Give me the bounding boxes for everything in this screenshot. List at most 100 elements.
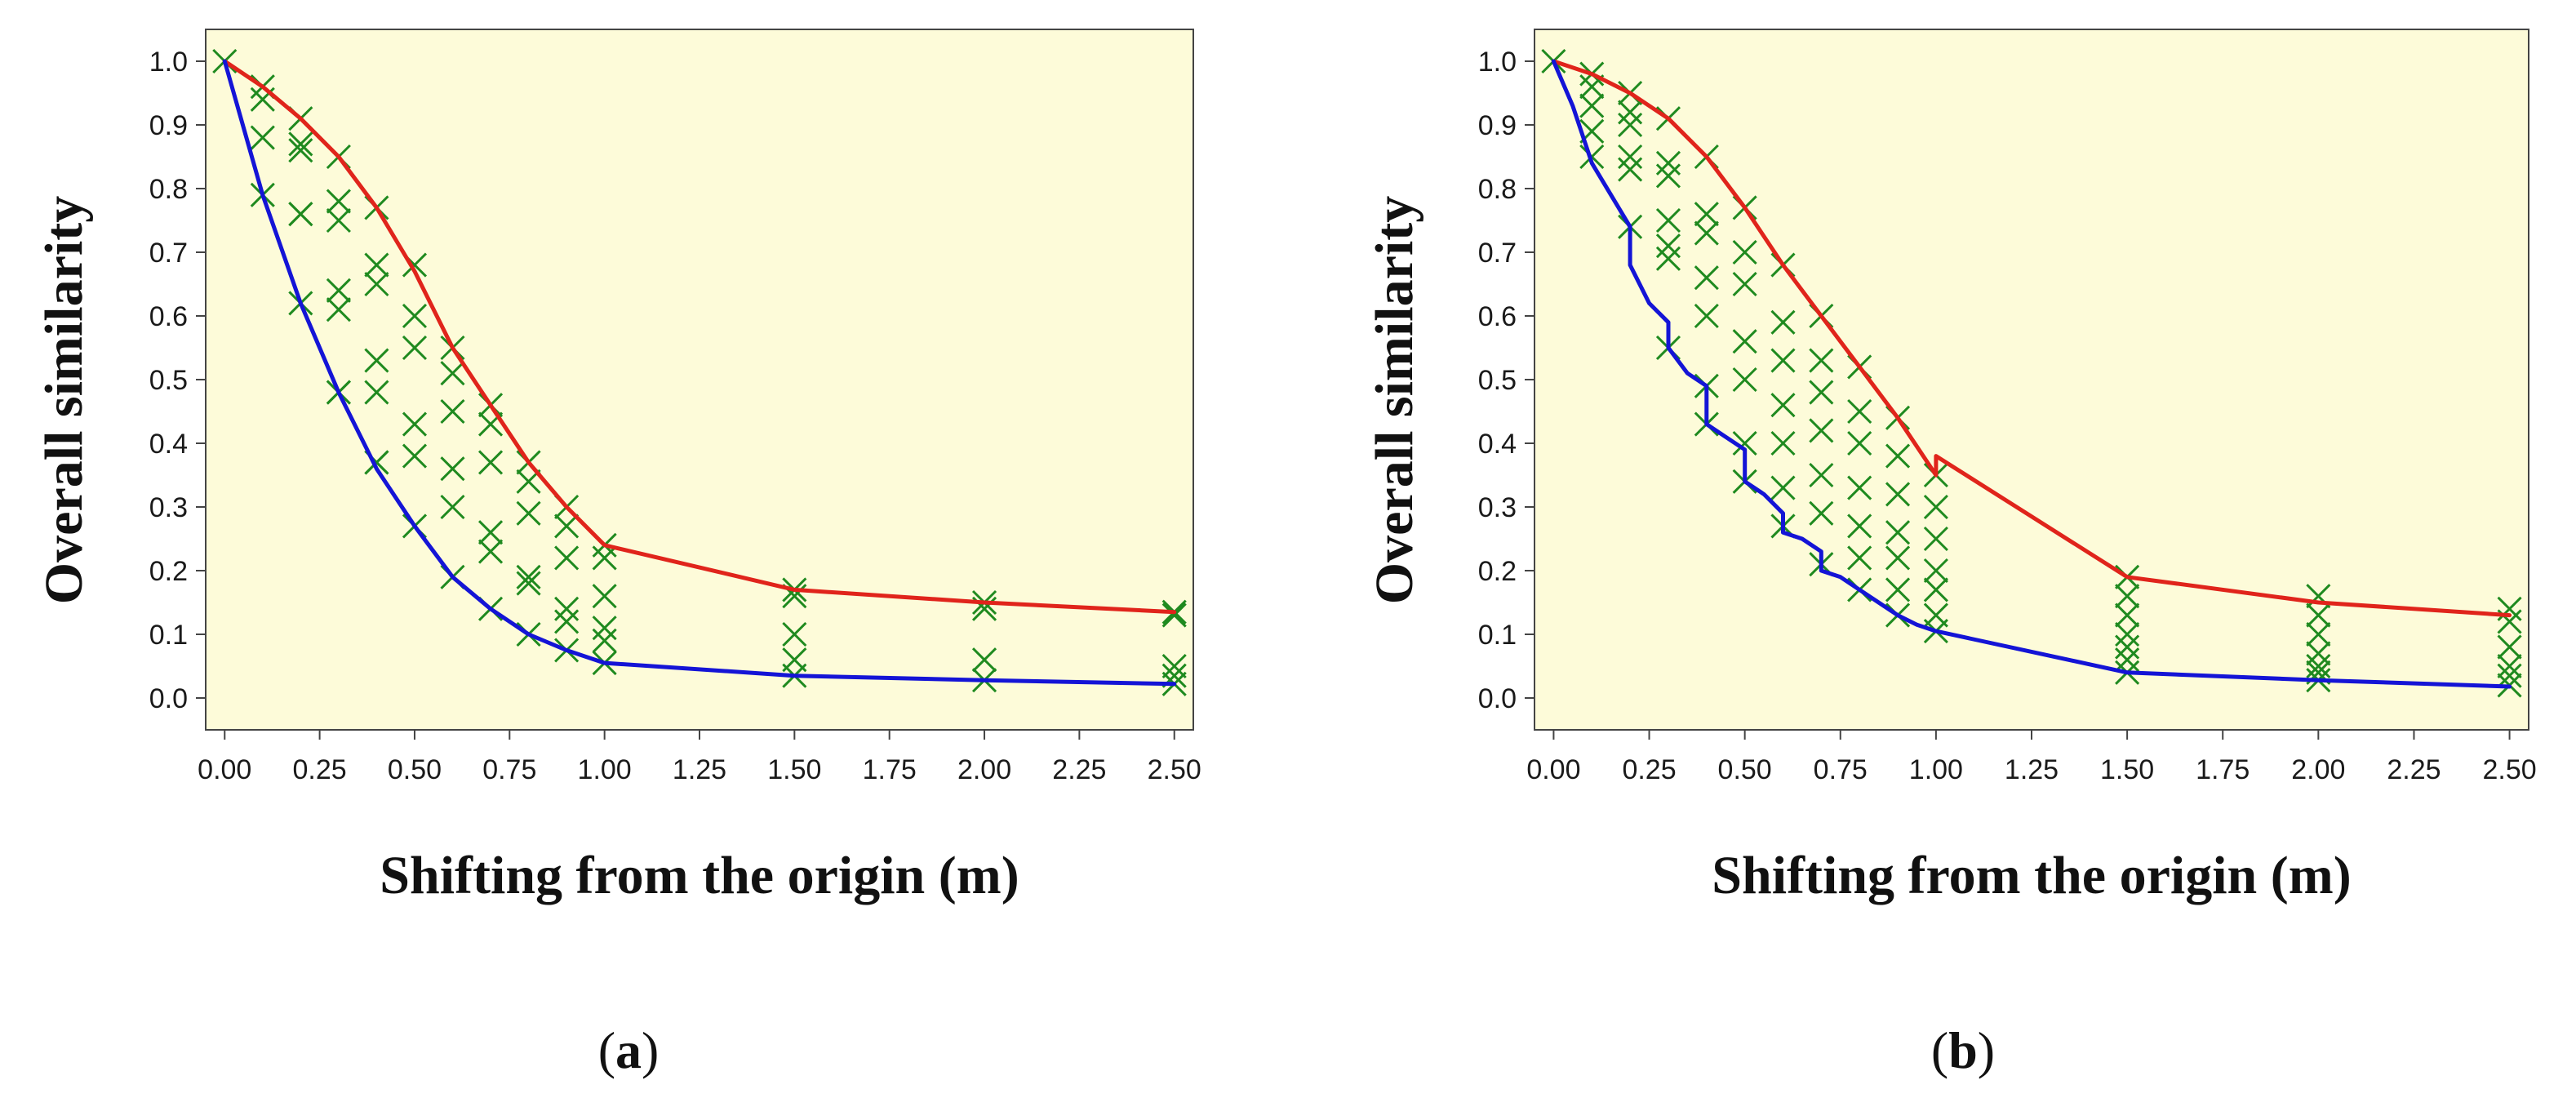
data-point-cross xyxy=(516,500,541,526)
x-tick-label: 2.00 xyxy=(957,754,1011,785)
y-axis-title: Overall similarity xyxy=(1365,196,1424,604)
y-tick-label: 0.4 xyxy=(1478,429,1517,460)
x-tick-label: 1.00 xyxy=(1909,754,1963,785)
data-point-cross xyxy=(288,202,313,227)
data-point-cross xyxy=(364,271,389,297)
data-point-cross xyxy=(1885,443,1911,469)
x-tick-label: 2.50 xyxy=(1148,754,1201,785)
data-point-cross xyxy=(2115,584,2140,609)
data-point-cross xyxy=(1885,545,1911,571)
plot-area xyxy=(205,29,1194,731)
data-point-cross xyxy=(440,456,465,482)
x-tick-label: 0.75 xyxy=(482,754,536,785)
data-point-cross xyxy=(326,297,351,322)
data-point-cross xyxy=(477,539,504,564)
data-point-cross xyxy=(1618,100,1643,125)
x-tick-label: 0.50 xyxy=(1718,754,1772,785)
data-point-cross xyxy=(1694,220,1719,246)
y-tick-label: 0.6 xyxy=(149,301,188,332)
data-point-cross xyxy=(440,398,465,425)
data-point-cross xyxy=(1732,239,1757,265)
data-point-cross xyxy=(1770,393,1796,418)
y-tick-label: 0.0 xyxy=(1478,683,1517,714)
data-point-cross xyxy=(1770,430,1796,456)
data-point-cross xyxy=(1618,112,1643,138)
data-point-cross xyxy=(1732,430,1757,456)
data-point-cross xyxy=(1847,398,1872,425)
data-point-cross xyxy=(1655,207,1681,233)
y-tick-label: 0.1 xyxy=(1478,620,1517,651)
data-point-cross xyxy=(554,609,580,634)
data-point-cross xyxy=(402,335,428,361)
y-tick-label: 0.1 xyxy=(149,620,188,651)
series-layer xyxy=(212,48,1187,696)
data-point-cross xyxy=(477,520,504,545)
data-point-cross xyxy=(2115,647,2140,673)
y-tick-label: 0.7 xyxy=(1478,238,1517,269)
data-point-cross xyxy=(2497,634,2522,660)
data-point-cross xyxy=(1161,653,1187,679)
data-point-cross xyxy=(1809,418,1834,443)
data-point-cross xyxy=(1847,475,1872,500)
data-point-cross xyxy=(1885,520,1911,545)
x-tick-label: 2.25 xyxy=(2387,754,2441,785)
data-point-cross xyxy=(1618,144,1643,170)
data-point-cross xyxy=(1923,558,1948,584)
panel-label-a: (a) xyxy=(598,1021,660,1079)
y-tick-label: 0.9 xyxy=(149,110,188,141)
lower-line xyxy=(1551,59,2512,689)
data-point-cross xyxy=(1885,482,1911,507)
data-point-cross xyxy=(2306,641,2331,666)
y-tick-label: 0.3 xyxy=(1478,492,1517,523)
x-tick-label: 0.00 xyxy=(198,754,251,785)
data-point-cross xyxy=(1923,494,1948,520)
x-tick-label: 2.50 xyxy=(2482,754,2536,785)
data-point-cross xyxy=(1655,233,1681,259)
data-point-cross xyxy=(1847,545,1872,571)
data-point-cross xyxy=(440,361,465,386)
data-point-cross xyxy=(1809,462,1834,488)
data-point-cross xyxy=(2497,663,2522,688)
data-point-cross xyxy=(326,189,351,214)
upper-line xyxy=(1551,59,2512,618)
data-point-cross xyxy=(2115,634,2140,660)
y-axis-ticks: 0.0 0.1 0.2 0.3 0.4 0.5 0.6 0.7 0.8 0.9 1.0 xyxy=(1478,47,1534,714)
x-tick-label: 1.75 xyxy=(2196,754,2250,785)
y-tick-label: 0.3 xyxy=(149,492,188,523)
y-tick-label: 0.9 xyxy=(1478,110,1517,141)
data-point-cross xyxy=(402,443,428,469)
data-point-cross xyxy=(1770,309,1796,335)
data-point-cross xyxy=(1923,577,1948,602)
x-axis-title: Shifting from the origin (m) xyxy=(380,846,1019,905)
data-point-cross xyxy=(1885,577,1911,602)
data-point-cross xyxy=(1809,380,1834,405)
data-point-cross xyxy=(1694,265,1719,291)
y-tick-label: 0.8 xyxy=(1478,174,1517,205)
x-tick-label: 0.50 xyxy=(388,754,442,785)
data-point-cross xyxy=(971,647,997,673)
y-tick-label: 0.8 xyxy=(149,174,188,205)
data-point-cross xyxy=(402,303,428,329)
y-tick-label: 0.2 xyxy=(1478,556,1517,587)
data-point-cross xyxy=(516,571,541,596)
data-point-cross xyxy=(1655,246,1681,271)
data-point-cross xyxy=(1732,367,1757,393)
data-point-cross xyxy=(1161,602,1187,628)
data-point-cross xyxy=(1770,348,1796,373)
data-point-cross xyxy=(516,564,541,589)
data-point-cross xyxy=(2306,621,2331,647)
data-point-cross xyxy=(1579,93,1605,118)
y-tick-label: 1.0 xyxy=(149,47,188,78)
data-point-cross xyxy=(477,450,504,475)
data-point-cross xyxy=(1809,348,1834,373)
data-point-cross xyxy=(364,380,389,405)
x-tick-label: 1.25 xyxy=(673,754,726,785)
lower-line xyxy=(222,59,1177,687)
data-point-cross xyxy=(326,278,351,303)
chart-panel-b: 0.00.10.20.30.40.50.60.70.80.91.0 0.00 0.… xyxy=(1365,29,2537,1079)
data-point-cross xyxy=(2115,602,2140,628)
x-tick-label: 1.50 xyxy=(767,754,821,785)
x-axis-ticks: 0.00 0.25 0.50 0.75 1.00 1.25 1.50 1.75 2.00 2.25… xyxy=(1526,730,2537,785)
series-layer xyxy=(1541,48,2522,698)
